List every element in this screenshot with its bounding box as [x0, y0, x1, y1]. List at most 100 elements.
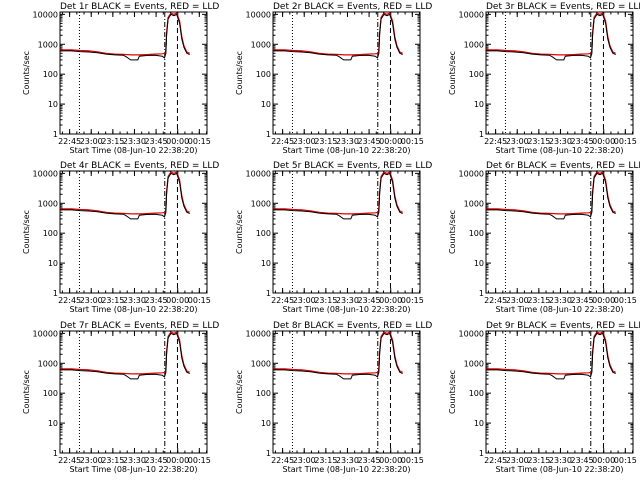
- x-tick-label: 23:45: [358, 137, 381, 146]
- y-tick-label: 100: [469, 389, 484, 398]
- x-tick-label: 23:00: [506, 137, 529, 146]
- y-tick-label: 10: [474, 419, 484, 428]
- y-tick-label: 10: [48, 100, 58, 109]
- y-tick-label: 100: [469, 229, 484, 238]
- x-tick-label: 00:00: [592, 296, 615, 305]
- detector-panel-7: Det 7r BLACK = Events, RED = LLD 1 10 100 10…: [22, 321, 219, 474]
- x-tick-label: 22:45: [484, 296, 507, 305]
- y-tick-label: 1000: [251, 40, 271, 49]
- x-tick-label: 00:00: [166, 137, 189, 146]
- y-tick-label: 10000: [246, 329, 271, 338]
- detector-panel-4: Det 4r BLACK = Events, RED = LLD 1 10 100 10…: [22, 161, 219, 314]
- x-tick-label: 00:15: [401, 456, 424, 465]
- detector-panel-6: Det 6r BLACK = Events, RED = LLD 1 10 100 10…: [448, 161, 640, 314]
- x-axis-label: Start Time (08-Jun-10 22:38:20): [496, 146, 624, 155]
- x-tick-label: 23:00: [506, 456, 529, 465]
- y-tick-label: 100: [43, 389, 58, 398]
- x-tick-label: 00:00: [379, 137, 402, 146]
- series-events-line: [486, 172, 616, 220]
- panel-title: Det 9r BLACK = Events, RED = LLD: [486, 321, 640, 331]
- x-tick-label: 22:45: [58, 456, 81, 465]
- x-tick-label: 22:45: [484, 137, 507, 146]
- series-events-line: [486, 13, 616, 61]
- detector-panel-5: Det 5r BLACK = Events, RED = LLD 1 10 100 10…: [235, 161, 432, 314]
- series-lld-line: [60, 12, 190, 56]
- y-tick-label: 1000: [251, 359, 271, 368]
- y-axis-label: Counts/sec: [235, 51, 244, 95]
- detector-panel-2: Det 2r BLACK = Events, RED = LLD 1 10 100 10…: [235, 2, 432, 155]
- x-tick-label: 00:00: [379, 296, 402, 305]
- x-tick-label: 00:15: [401, 137, 424, 146]
- y-axis-label: Counts/sec: [448, 51, 457, 95]
- x-axis-label: Start Time (08-Jun-10 22:38:20): [283, 305, 411, 314]
- y-tick-label: 10: [261, 419, 271, 428]
- y-tick-label: 1: [479, 130, 484, 139]
- plot-frame: [59, 11, 208, 135]
- x-axis-label: Start Time (08-Jun-10 22:38:20): [496, 465, 624, 474]
- y-tick-label: 10000: [33, 10, 58, 19]
- x-axis-label: Start Time (08-Jun-10 22:38:20): [70, 305, 198, 314]
- panel-title: Det 2r BLACK = Events, RED = LLD: [273, 2, 432, 12]
- y-tick-label: 1: [266, 289, 271, 298]
- x-tick-label: 23:15: [527, 456, 550, 465]
- y-tick-label: 10000: [459, 10, 484, 19]
- y-tick-label: 1: [266, 449, 271, 458]
- x-tick-label: 23:15: [314, 137, 337, 146]
- plot-frame: [59, 170, 208, 294]
- plot-frame: [485, 170, 634, 294]
- x-tick-label: 23:00: [80, 296, 103, 305]
- x-tick-label: 23:15: [101, 137, 124, 146]
- x-tick-label: 22:45: [271, 296, 294, 305]
- series-lld-line: [486, 12, 616, 56]
- plot-frame: [272, 170, 421, 294]
- y-tick-label: 1: [479, 449, 484, 458]
- x-tick-label: 00:15: [614, 456, 637, 465]
- panel-title: Det 4r BLACK = Events, RED = LLD: [60, 161, 219, 171]
- x-tick-label: 00:00: [166, 296, 189, 305]
- y-tick-label: 1000: [464, 40, 484, 49]
- series-events-line: [273, 13, 403, 61]
- y-axis-label: Counts/sec: [22, 51, 31, 95]
- x-tick-label: 22:45: [271, 137, 294, 146]
- y-axis-label: Counts/sec: [235, 370, 244, 414]
- series-events-line: [486, 332, 616, 380]
- series-events-line: [60, 172, 190, 220]
- detector-panel-1: Det 1r BLACK = Events, RED = LLD 1 10 100 10…: [22, 2, 219, 155]
- series-lld-line: [273, 171, 403, 215]
- x-tick-label: 00:00: [166, 456, 189, 465]
- y-axis-label: Counts/sec: [235, 210, 244, 254]
- x-tick-label: 23:45: [358, 296, 381, 305]
- x-tick-label: 22:45: [58, 137, 81, 146]
- x-tick-label: 00:00: [592, 137, 615, 146]
- plot-frame: [272, 330, 421, 454]
- x-tick-label: 23:30: [123, 296, 146, 305]
- plot-frame: [272, 11, 421, 135]
- series-lld-line: [60, 331, 190, 375]
- y-tick-label: 1000: [38, 199, 58, 208]
- x-tick-label: 23:00: [293, 137, 316, 146]
- panel-title: Det 5r BLACK = Events, RED = LLD: [273, 161, 432, 171]
- y-tick-label: 10: [261, 259, 271, 268]
- panel-title: Det 7r BLACK = Events, RED = LLD: [60, 321, 219, 331]
- series-lld-line: [273, 331, 403, 375]
- detector-panel-3: Det 3r BLACK = Events, RED = LLD 1 10 100 10…: [448, 2, 640, 155]
- x-tick-label: 22:45: [58, 296, 81, 305]
- plot-frame: [59, 330, 208, 454]
- y-tick-label: 100: [256, 70, 271, 79]
- x-tick-label: 00:15: [401, 296, 424, 305]
- y-tick-label: 1: [53, 289, 58, 298]
- x-tick-label: 23:30: [549, 456, 572, 465]
- x-tick-label: 00:00: [592, 456, 615, 465]
- y-tick-label: 10000: [246, 10, 271, 19]
- y-tick-label: 10000: [459, 169, 484, 178]
- y-tick-label: 1: [266, 130, 271, 139]
- y-tick-label: 10000: [246, 169, 271, 178]
- y-axis-label: Counts/sec: [448, 370, 457, 414]
- detector-panel-8: Det 8r BLACK = Events, RED = LLD 1 10 100 10…: [235, 321, 432, 474]
- series-lld-line: [273, 12, 403, 56]
- y-tick-label: 1000: [464, 199, 484, 208]
- x-axis-label: Start Time (08-Jun-10 22:38:20): [283, 465, 411, 474]
- panel-title: Det 6r BLACK = Events, RED = LLD: [486, 161, 640, 171]
- x-tick-label: 23:15: [527, 296, 550, 305]
